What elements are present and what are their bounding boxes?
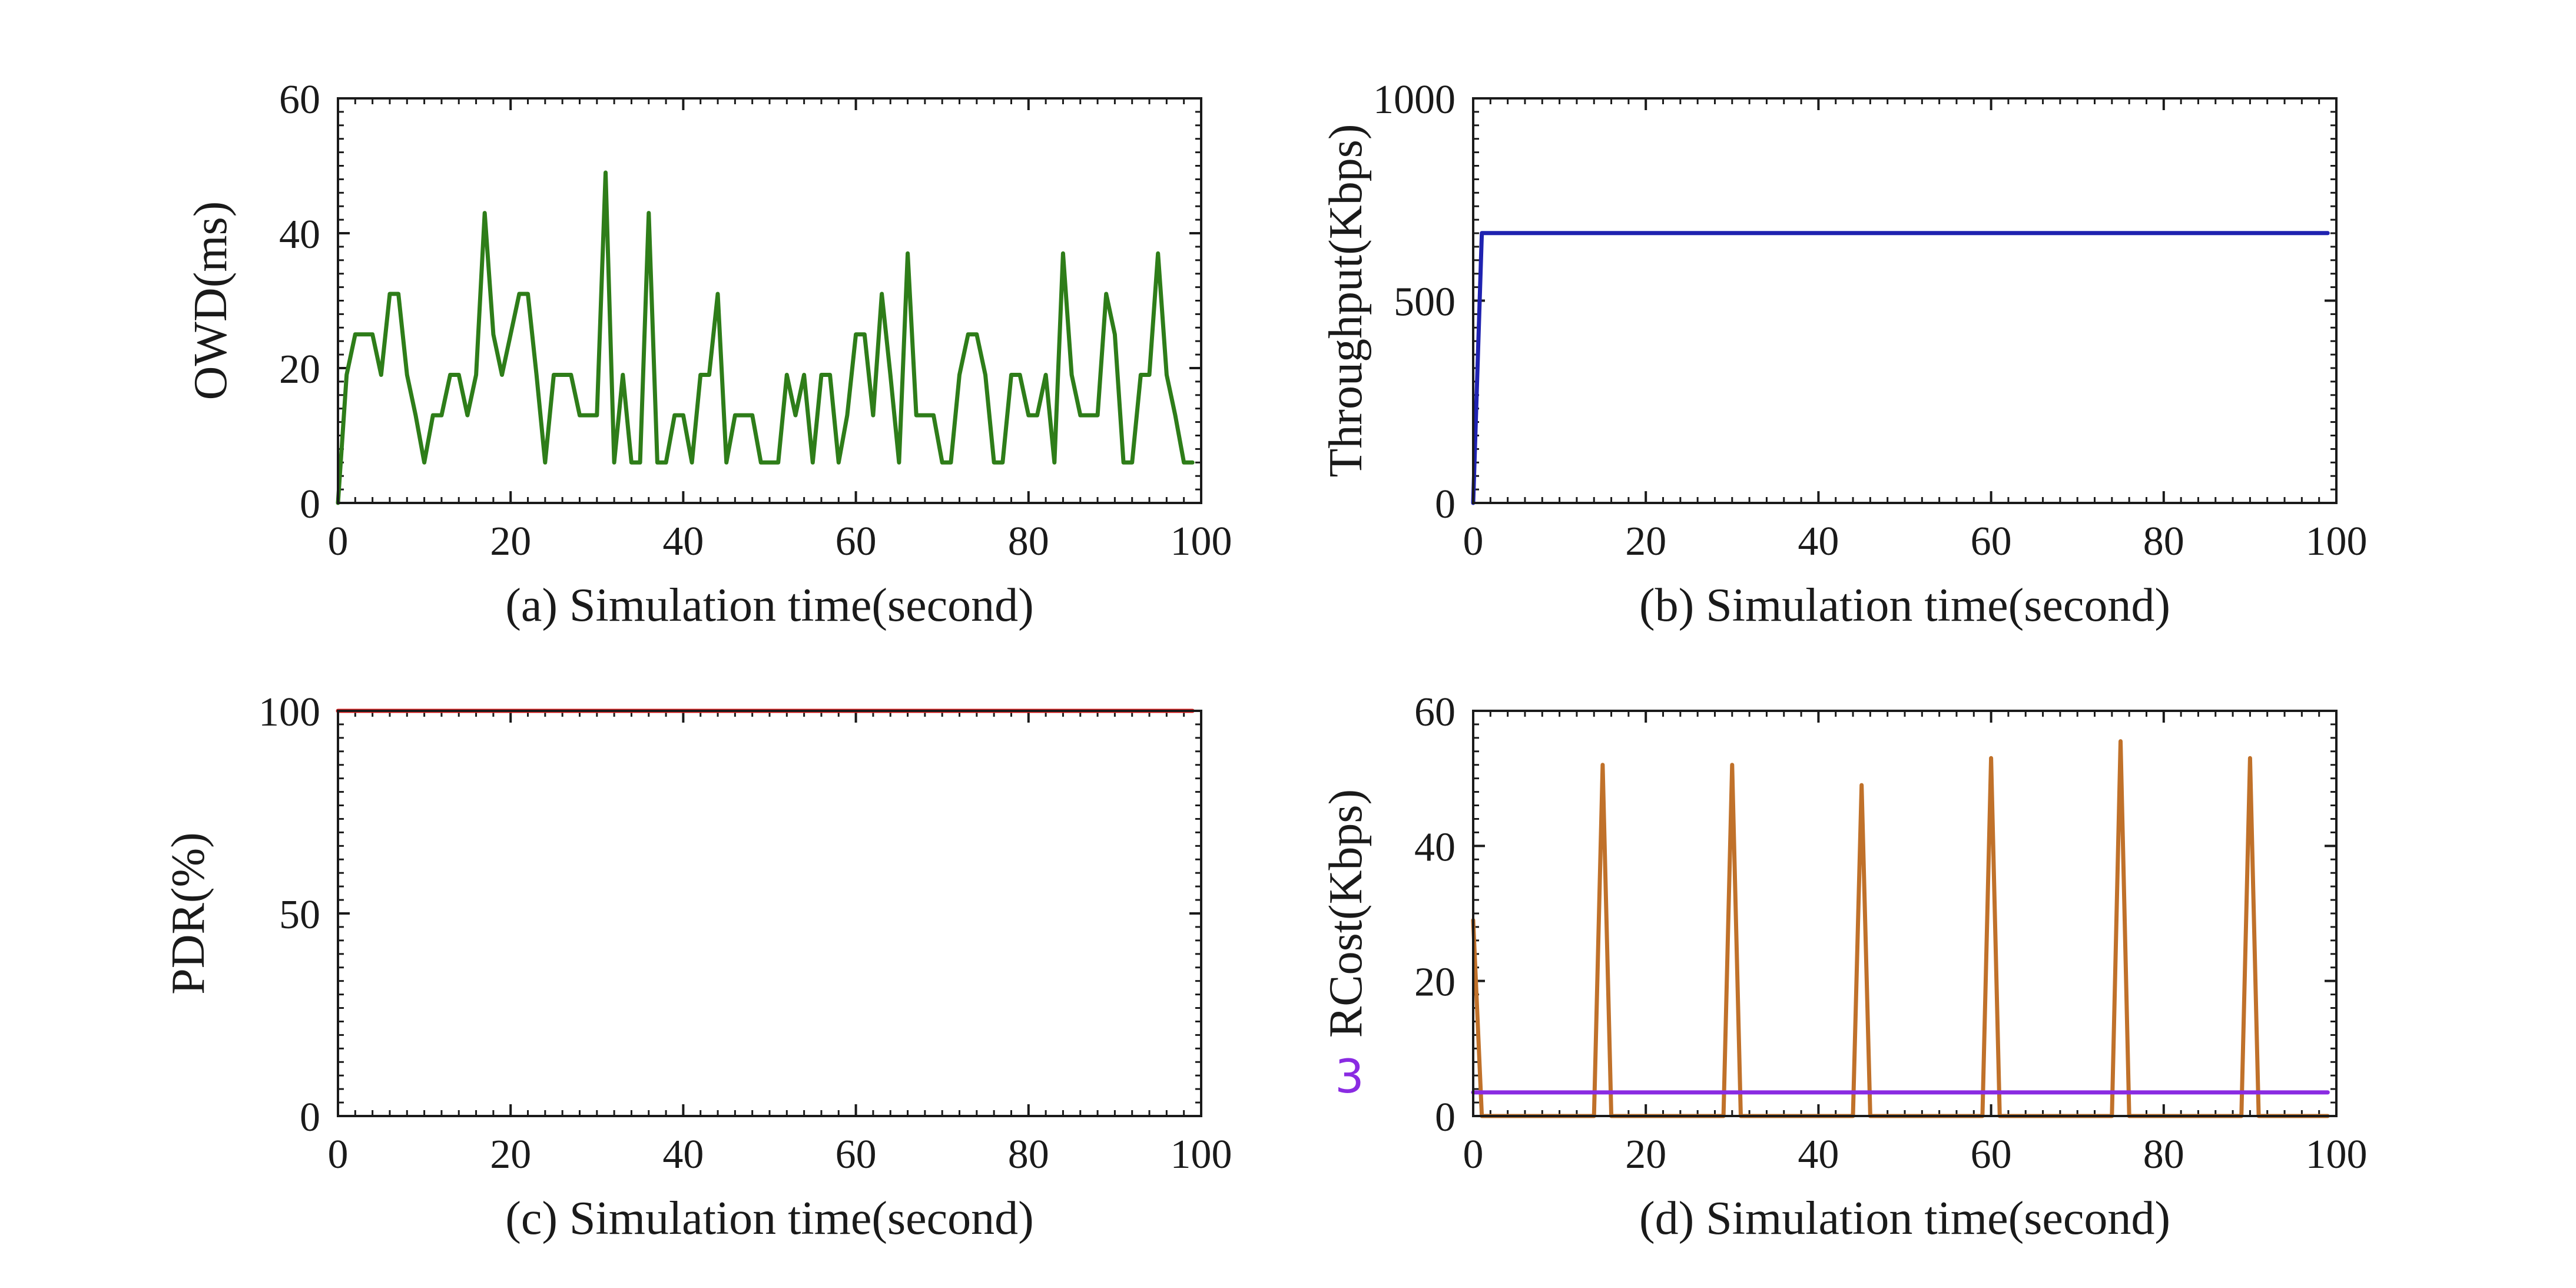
panel-caption: (d) Simulation time(second) (1639, 1193, 2170, 1244)
x-tick-label: 100 (2306, 519, 2368, 564)
x-tick-label: 0 (328, 519, 349, 564)
panel-caption: (b) Simulation time(second) (1639, 580, 2170, 631)
chart-panel-3: 0 20 40 60 80 100 0 50 100 PDR(%) (c) Simulation t… (163, 690, 1232, 1244)
chart-panel-2: 0 20 40 60 80 10005001000Throughput(Kbps)(b) … (1320, 77, 2368, 631)
x-tick-label: 20 (490, 519, 531, 564)
x-tick-label: 20 (490, 1132, 531, 1177)
axes-frame (1472, 710, 2338, 1117)
panel-caption: (c) Simulation time(second) (505, 1193, 1034, 1244)
y-tick-label: 0 (1435, 482, 1456, 527)
y-tick-label: 60 (279, 77, 320, 122)
y-tick-label: 40 (1414, 825, 1456, 870)
y-tick-label: 60 (1414, 690, 1456, 735)
x-tick-label: 100 (1171, 519, 1232, 564)
y-tick-label: 20 (279, 347, 320, 392)
x-tick-label: 100 (2306, 1132, 2368, 1177)
y-tick-label: 20 (1414, 960, 1456, 1005)
y-tick-label: 0 (300, 482, 320, 527)
y-tick-label: 0 (1435, 1095, 1456, 1140)
x-tick-label: 40 (1798, 519, 1839, 564)
x-tick-label: 40 (662, 1132, 704, 1177)
x-tick-label: 100 (1171, 1132, 1232, 1177)
axes-frame (337, 710, 1202, 1117)
panel-caption: (a) Simulation time(second) (505, 580, 1034, 631)
x-tick-label: 60 (836, 1132, 877, 1177)
y-axis-label: OWD(ms) (185, 201, 237, 400)
x-tick-label: 40 (662, 519, 704, 564)
chart-panel-4: 0 20 40 60 80 100 0 20 40 60 RCost(Kbps) (d) Simula… (1320, 690, 2368, 1244)
y-axis-label: Throughput(Kbps) (1320, 124, 1372, 478)
x-tick-label: 60 (1971, 519, 2012, 564)
x-tick-label: 20 (1625, 1132, 1666, 1177)
x-tick-label: 0 (1463, 519, 1484, 564)
y-tick-label: 0 (300, 1095, 320, 1140)
x-tick-label: 0 (328, 1132, 349, 1177)
y-tick-label: 50 (279, 892, 320, 938)
series-line-owd (336, 170, 1195, 505)
axes-frame (1472, 97, 2338, 504)
series-line-throughput (1471, 231, 2330, 505)
y-axis-label: RCost(Kbps) (1320, 789, 1372, 1038)
y-tick-label: 100 (258, 690, 320, 735)
y-axis-label: PDR(%) (163, 832, 214, 995)
x-tick-label: 0 (1463, 1132, 1484, 1177)
x-tick-label: 40 (1798, 1132, 1839, 1177)
x-tick-label: 80 (2143, 1132, 2184, 1177)
y-tick-label: 40 (279, 212, 320, 257)
x-tick-label: 60 (1971, 1132, 2012, 1177)
x-tick-label: 60 (836, 519, 877, 564)
y-tick-label: 500 (1394, 280, 1456, 325)
x-tick-label: 80 (2143, 519, 2184, 564)
axes-frame (337, 97, 1202, 504)
y-tick-label: 1000 (1373, 77, 1456, 122)
reference-annotation: 3 (1335, 1051, 1364, 1104)
x-tick-label: 80 (1008, 1132, 1049, 1177)
chart-panel-1: 0 20 40 60 80 100 0 20 40 60 OWD(ms) (a) Simulation… (185, 77, 1232, 631)
x-tick-label: 20 (1625, 519, 1666, 564)
x-tick-label: 80 (1008, 519, 1049, 564)
